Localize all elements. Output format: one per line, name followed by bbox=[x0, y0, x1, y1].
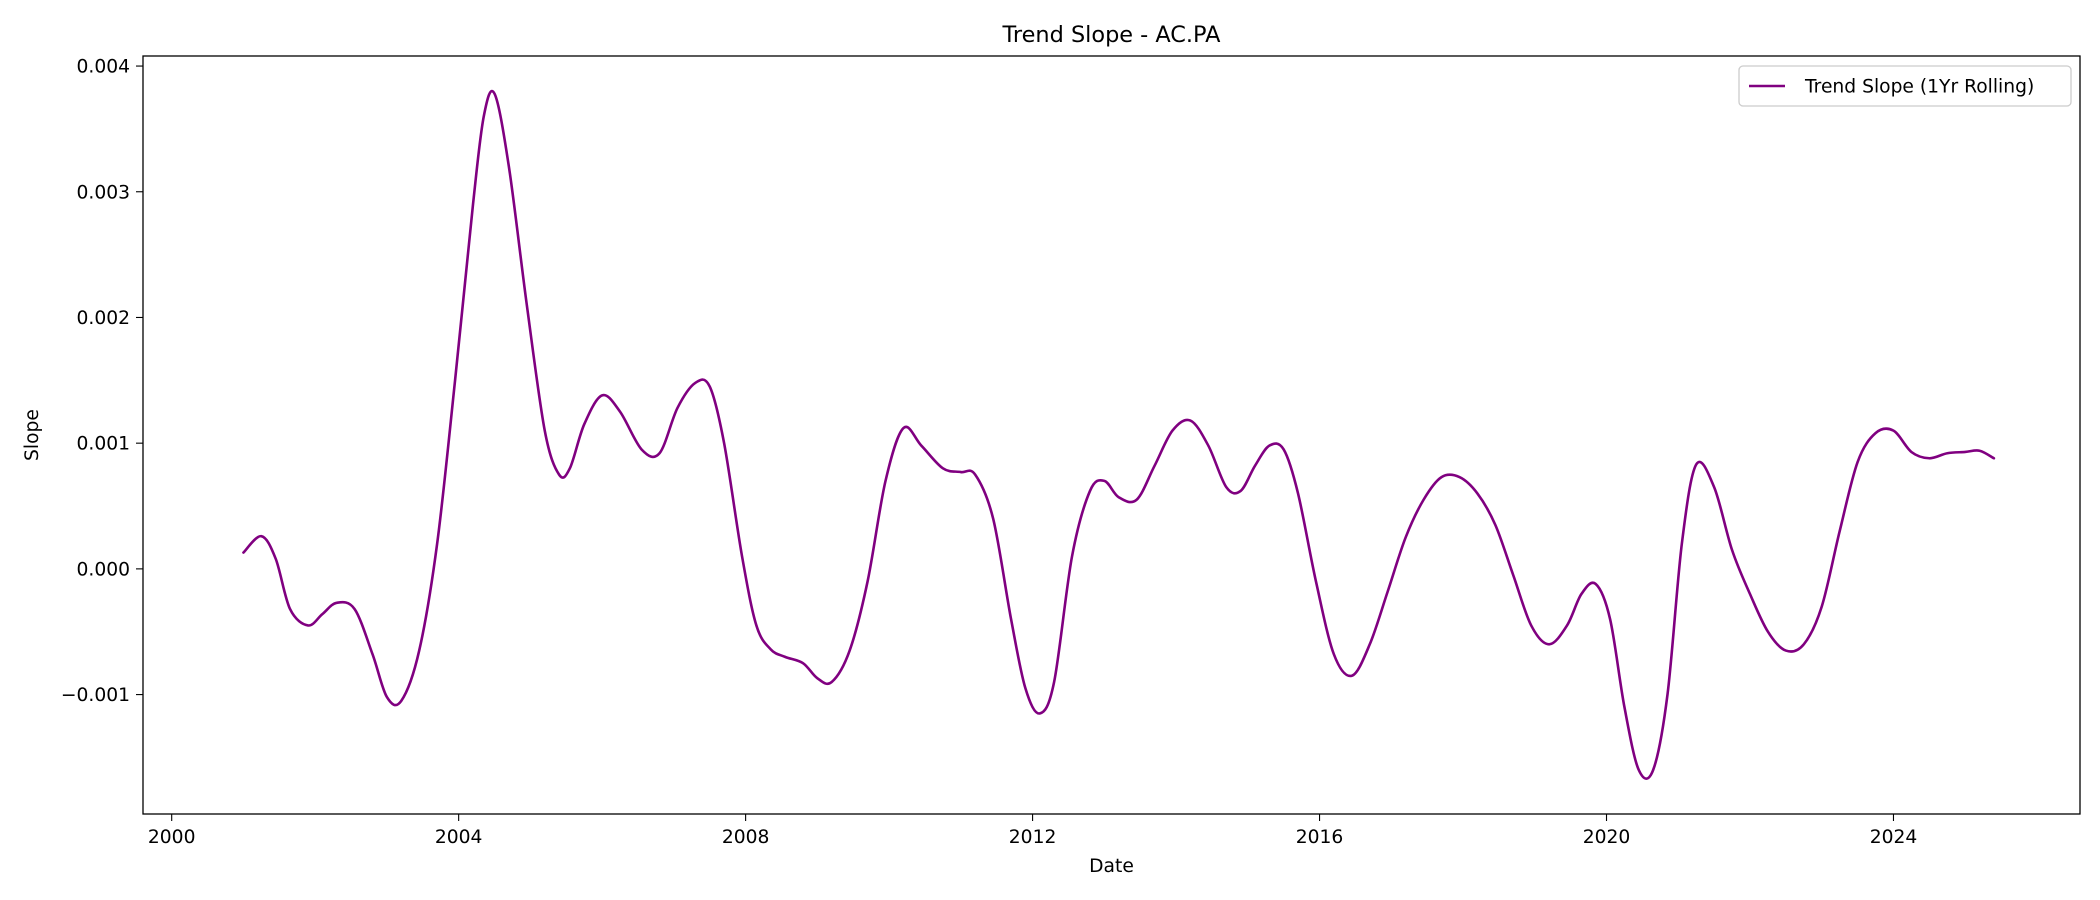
chart-title: Trend Slope - AC.PA bbox=[1002, 22, 1222, 48]
plot-area bbox=[242, 89, 1996, 780]
x-tick-label: 2020 bbox=[1583, 827, 1631, 848]
x-axis-label: Date bbox=[1089, 856, 1134, 877]
legend-label: Trend Slope (1Yr Rolling) bbox=[1804, 77, 2034, 98]
y-tick-label: −0.001 bbox=[61, 685, 130, 706]
axes-frame bbox=[142, 55, 2081, 815]
y-tick-label: 0.001 bbox=[77, 434, 131, 455]
x-tick-label: 2008 bbox=[722, 827, 770, 848]
y-tick-label: 0.000 bbox=[77, 559, 131, 580]
y-tick-label: 0.003 bbox=[77, 182, 131, 203]
x-tick-label: 2004 bbox=[435, 827, 483, 848]
legend: Trend Slope (1Yr Rolling) bbox=[1738, 65, 2072, 107]
y-tick-label: 0.004 bbox=[77, 57, 131, 78]
x-tick-label: 2016 bbox=[1296, 827, 1344, 848]
legend-box bbox=[1738, 65, 2072, 107]
y-axis-ticks: −0.001 0.000 0.001 0.002 0.003 0.004 bbox=[61, 57, 143, 706]
x-tick-label: 2000 bbox=[148, 827, 196, 848]
y-tick-label: 0.002 bbox=[77, 308, 131, 329]
x-tick-label: 2024 bbox=[1870, 827, 1918, 848]
x-tick-label: 2012 bbox=[1009, 827, 1057, 848]
series-line bbox=[242, 89, 1996, 780]
y-axis-label: Slope bbox=[22, 409, 43, 461]
x-axis-ticks: 2000 2004 2008 2012 2016 2020 2024 bbox=[148, 814, 1917, 848]
